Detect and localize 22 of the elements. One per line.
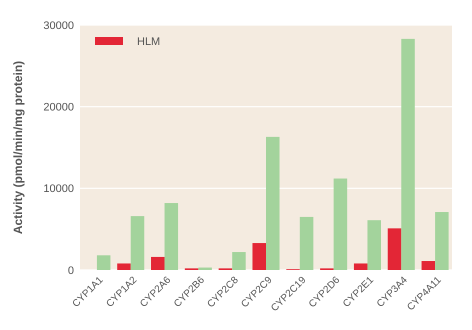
bar bbox=[300, 216, 314, 270]
bar bbox=[334, 178, 348, 270]
bar bbox=[401, 38, 415, 270]
bar bbox=[164, 203, 178, 270]
y-tick-label: 20000 bbox=[43, 102, 74, 114]
bar bbox=[130, 216, 144, 270]
bar bbox=[232, 252, 246, 270]
y-tick-label: 30000 bbox=[43, 20, 74, 32]
y-tick-label: 0 bbox=[68, 264, 74, 277]
bar bbox=[117, 263, 131, 270]
bar bbox=[354, 263, 368, 270]
bar bbox=[151, 256, 165, 270]
bar bbox=[422, 261, 436, 270]
y-tick-label: 10000 bbox=[43, 183, 74, 196]
bar bbox=[367, 220, 381, 270]
bar bbox=[252, 243, 266, 270]
bar bbox=[435, 212, 449, 270]
y-axis-title: Activity (pmol/min/mg protein) bbox=[11, 60, 25, 234]
bar bbox=[388, 228, 402, 270]
bar bbox=[96, 255, 110, 270]
bar bbox=[266, 136, 280, 270]
legend-label: HLM bbox=[137, 36, 160, 48]
